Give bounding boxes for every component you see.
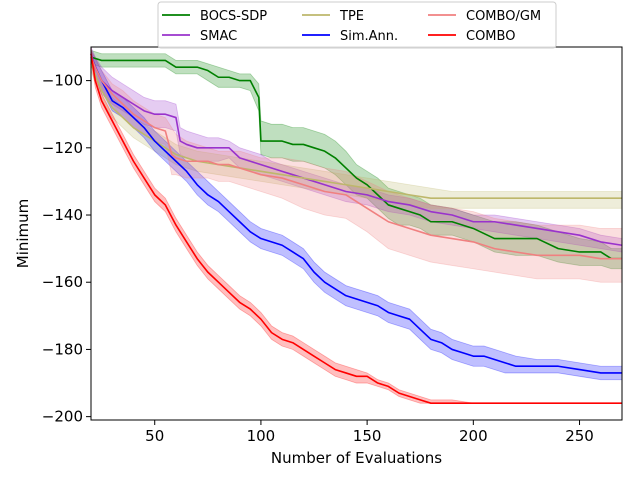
- legend-label-bocs-sdp: BOCS-SDP: [200, 9, 267, 24]
- legend-label-tpe: TPE: [339, 9, 364, 24]
- y-tick-label-120: −120: [42, 139, 83, 157]
- legend: BOCS-SDP SMAC TPE Sim.Ann. COMBO/GM COMBO: [157, 1, 557, 49]
- legend-label-sim-ann: Sim.Ann.: [340, 29, 398, 44]
- legend-label-combo: COMBO: [466, 29, 515, 44]
- line-smac: [90, 53, 623, 247]
- x-tick-label-100: 100: [247, 427, 276, 445]
- line-tpe: [90, 63, 622, 200]
- y-axis-ticks: −100 −120 −140 −160 −180 −200: [42, 72, 91, 426]
- legend-label-combo-gm: COMBO/GM: [466, 9, 541, 24]
- series-lines: [90, 53, 623, 405]
- x-tick-label-50: 50: [145, 427, 164, 445]
- line-sim-ann: [90, 56, 622, 374]
- line-combo: [90, 53, 622, 405]
- x-tick-label-150: 150: [353, 427, 382, 445]
- confidence-bands: [90, 46, 623, 404]
- y-tick-label-200: −200: [42, 408, 83, 426]
- line-bocs-sdp: [90, 56, 622, 260]
- y-tick-label-160: −160: [42, 273, 83, 291]
- x-tick-label-250: 250: [565, 427, 594, 445]
- x-tick-label-200: 200: [459, 427, 488, 445]
- y-tick-label-140: −140: [42, 206, 83, 224]
- y-tick-label-100: −100: [42, 72, 83, 90]
- x-axis-label: Number of Evaluations: [271, 449, 442, 467]
- x-axis-ticks: 50 100 150 200 250: [145, 420, 594, 445]
- legend-box: [157, 1, 557, 49]
- y-axis-label: Minimum: [14, 199, 32, 269]
- legend-label-smac: SMAC: [200, 29, 237, 44]
- line-combo-gm: [90, 56, 622, 260]
- y-tick-label-180: −180: [42, 340, 83, 358]
